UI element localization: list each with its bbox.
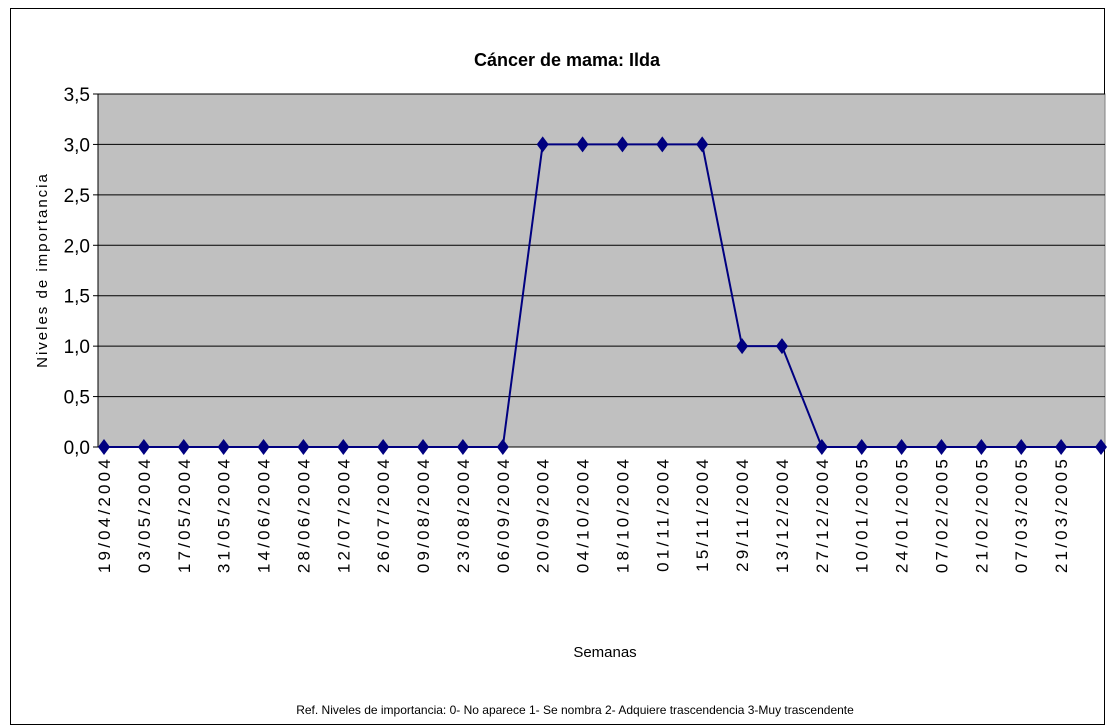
x-tick-label: 14/06/2004 [255, 456, 274, 573]
marker [1015, 439, 1028, 455]
x-tick-label: 28/06/2004 [294, 456, 313, 573]
marker [417, 439, 430, 455]
x-tick-label: 19/04/2004 [95, 456, 114, 573]
x-tick-label: 24/01/2005 [893, 456, 912, 573]
marker [576, 136, 589, 153]
x-tick-label: 15/11/2004 [693, 456, 712, 572]
marker [536, 136, 549, 153]
y-tick-label: 0,5 [64, 388, 90, 409]
marker [257, 439, 270, 455]
x-tick-label: 01/11/2004 [653, 456, 672, 572]
marker [496, 439, 509, 455]
marker [337, 439, 350, 455]
y-axis-label: Niveles de importancia [34, 172, 51, 368]
marker [616, 136, 629, 153]
x-tick-label: 17/05/2004 [175, 456, 194, 573]
note: Ref. Niveles de importancia: 0- No apare… [296, 703, 854, 717]
marker [137, 439, 150, 455]
x-tick-label: 27/12/2004 [813, 456, 832, 573]
marker [98, 439, 110, 455]
x-tick-label: 20/09/2004 [534, 456, 553, 573]
x-tick-label: 26/07/2004 [374, 456, 393, 573]
marker [775, 338, 788, 355]
x-tick-label: 21/03/2005 [1052, 456, 1071, 573]
marker [975, 439, 988, 455]
marker [696, 136, 709, 153]
marker [177, 439, 190, 455]
plot-area [97, 93, 1106, 448]
x-tick-label: 06/09/2004 [494, 456, 513, 573]
x-tick-label: 21/02/2005 [972, 456, 991, 573]
x-axis-label: Semanas [573, 644, 636, 661]
y-tick-label: 0,0 [64, 438, 90, 459]
x-tick-label: 31/05/2004 [215, 456, 234, 573]
y-tick-label: 1,0 [64, 337, 90, 358]
marker [377, 439, 390, 455]
line [104, 143, 1101, 448]
y-tick-label: 3,5 [64, 85, 90, 106]
marker [656, 136, 669, 153]
marker [935, 439, 948, 455]
chart-title: Cáncer de mama: Ilda [474, 50, 661, 70]
x-tick-label: 07/03/2005 [1012, 456, 1031, 573]
marker [297, 439, 310, 455]
x-tick-label: 12/07/2004 [334, 456, 353, 573]
x-tick-label: 07/02/2005 [932, 456, 951, 573]
x-tick-label: 23/08/2004 [454, 456, 473, 573]
marker [456, 439, 469, 455]
x-tick-label: 04/10/2004 [574, 456, 593, 573]
marker [855, 439, 868, 455]
marker [895, 439, 908, 455]
y-tick-label: 2,0 [64, 236, 90, 257]
x-tick-label: 18/10/2004 [613, 456, 632, 573]
x-tick-label: 29/11/2004 [733, 456, 752, 572]
marker [1055, 439, 1068, 455]
marker [736, 338, 749, 355]
marker [217, 439, 230, 455]
marker [1095, 439, 1107, 455]
y-tick-label: 2,5 [64, 186, 90, 207]
x-tick-label: 09/08/2004 [414, 456, 433, 573]
x-tick-label: 13/12/2004 [773, 456, 792, 573]
x-tick-label: 03/05/2004 [135, 456, 154, 573]
x-tick-label: 10/01/2005 [853, 456, 872, 573]
marker [815, 439, 828, 455]
y-tick-label: 1,5 [64, 287, 90, 308]
y-tick-label: 3,0 [64, 135, 90, 156]
